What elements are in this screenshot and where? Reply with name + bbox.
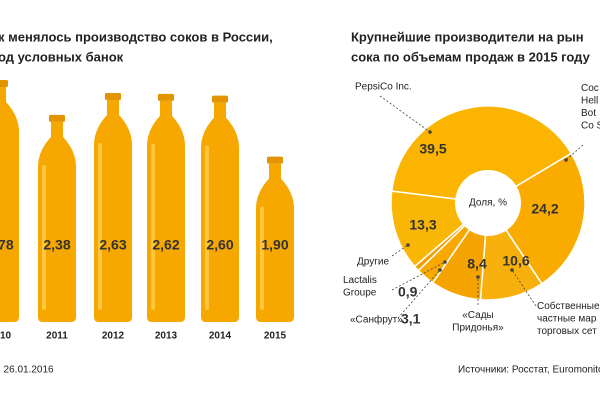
x-tick-label: 2014 [209, 331, 232, 342]
bottle [147, 100, 185, 322]
footnote: , 26.01.2016 [0, 365, 54, 376]
leader-dot [443, 260, 447, 264]
source: Источники: Росстат, Euromonitor Inte [458, 365, 600, 376]
leader-line [511, 269, 537, 307]
chart-title: сока по объемам продаж в 2015 году [351, 49, 591, 64]
bottle-shine [205, 145, 209, 310]
bottle [256, 163, 294, 322]
label-line: Coc [581, 83, 599, 94]
leader-dot [510, 268, 514, 272]
bottle-cap [267, 156, 283, 164]
leader-dot [406, 243, 410, 247]
bottle [94, 100, 132, 322]
value-label: 1,90 [261, 237, 288, 253]
category-label: Lactalis Groupe [343, 275, 377, 299]
x-tick-label: 2015 [264, 331, 287, 342]
bottle-shine [151, 143, 155, 310]
label-line: Groupe [343, 287, 377, 298]
leader-line [379, 95, 431, 133]
category-label: «Санфрут» [350, 314, 403, 326]
value-label: 13,3 [409, 217, 436, 233]
bottle-cap [0, 80, 8, 87]
value-label: 39,5 [419, 141, 446, 157]
category-label: Другие [357, 257, 389, 268]
label-line: торговых сет [537, 326, 597, 337]
category-label: PepsiCo Inc. [355, 82, 412, 93]
chart-title: к менялось производство соков в России, [0, 29, 273, 44]
bottle-cap [158, 93, 174, 101]
label-line: Bot [581, 108, 596, 119]
bottle-shine [260, 206, 264, 310]
bottle-shine [98, 143, 102, 310]
bottle-shine [42, 164, 46, 310]
pie-slice [390, 105, 573, 204]
label-line: «Сады [462, 310, 493, 321]
label-line: Собственные [537, 300, 600, 312]
value-label: 2,78 [0, 237, 14, 253]
chart-title: Крупнейшие производители на рын [351, 29, 584, 44]
value-label: 2,38 [43, 237, 70, 253]
label-line: Lactalis [343, 275, 377, 286]
category-label: «Сады Придонья» [452, 310, 504, 334]
value-label: 24,2 [531, 201, 558, 217]
category-label: Собственные частные мар торговых сет [537, 300, 600, 337]
leader-line [397, 269, 441, 319]
bottle [0, 87, 19, 322]
label-line: Co S [581, 120, 600, 131]
bottle [38, 121, 76, 322]
bottle-cap [105, 93, 121, 101]
leader-line [391, 261, 446, 291]
x-tick-label: 2010 [0, 331, 12, 342]
bottle-cap [212, 95, 228, 103]
x-tick-label: 2012 [102, 331, 125, 342]
value-label: 2,63 [99, 237, 126, 253]
value-label: 0,9 [398, 284, 418, 300]
bottle-cap [49, 114, 65, 122]
value-label: 2,62 [152, 237, 179, 253]
leader-line [391, 244, 409, 257]
value-label: 2,60 [206, 237, 233, 253]
leader-dot [438, 268, 442, 272]
bottle [201, 102, 239, 322]
x-tick-label: 2013 [155, 331, 178, 342]
x-tick-label: 2011 [46, 331, 68, 342]
chart-title: од условных банок [0, 49, 124, 64]
category-label: Coc Hell Bot Co S [581, 83, 600, 132]
label-line: Придонья» [452, 322, 504, 333]
value-label: 10,6 [502, 253, 529, 269]
leader-dot [428, 130, 432, 134]
pie-hole [455, 170, 521, 236]
label-line: частные мар [537, 313, 597, 324]
label-line: Hell [581, 95, 598, 106]
pie-slice [486, 152, 586, 285]
leader-dot [564, 158, 568, 162]
value-label: 3,1 [401, 311, 421, 327]
value-label: 8,4 [467, 256, 487, 272]
leader-dot [476, 275, 480, 279]
center-label: Доля, % [469, 198, 507, 209]
